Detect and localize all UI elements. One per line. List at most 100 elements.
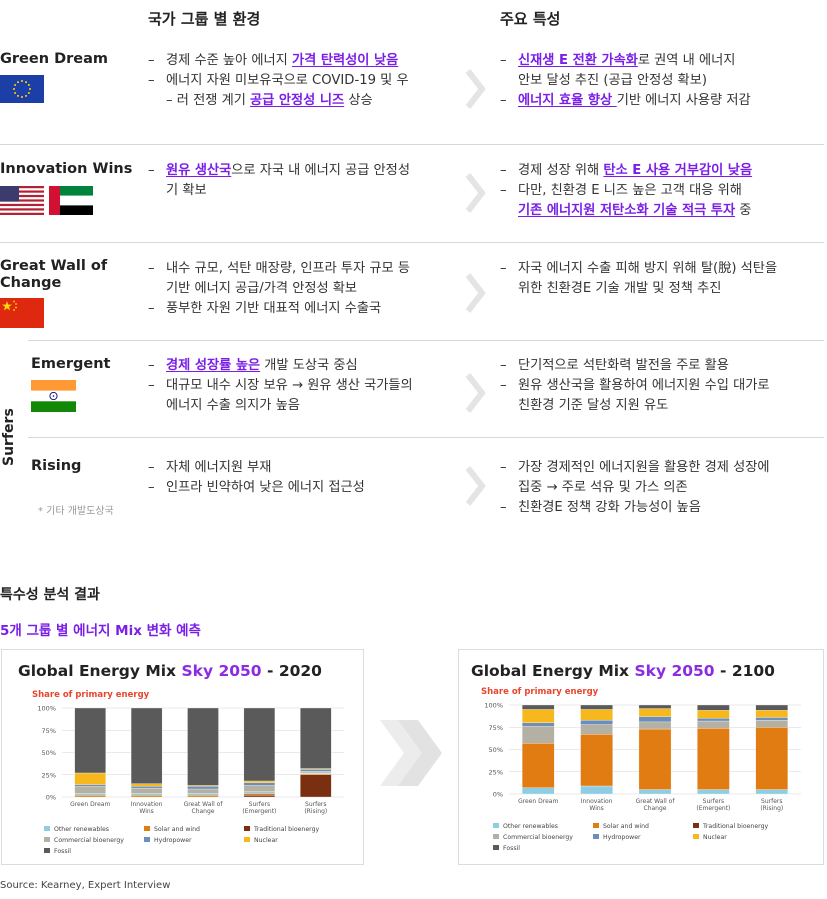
bar-segment-commercial-bioenergy	[638, 721, 672, 730]
bar-segment-nuclear	[755, 710, 789, 718]
legend-label: Hydropower	[154, 837, 192, 844]
text: 자체 에너지원 부재	[166, 460, 272, 475]
env-line: 원유 생산국으로 자국 내 에너지 공급 안정성	[148, 161, 410, 180]
y-tick-label: 25%	[42, 771, 56, 779]
y-tick-label: 0%	[46, 794, 56, 802]
group-name-green-dream: Green Dream	[0, 51, 109, 67]
text: 개발 도상국 중심	[260, 358, 358, 373]
x-tick-label: Surfers	[249, 801, 270, 808]
group-name-rising: Rising	[31, 458, 82, 474]
bar-segment-other-renewables	[130, 793, 163, 796]
legend-swatch	[693, 834, 699, 839]
env-line: 풍부한 자원 기반 대표적 에너지 수출국	[148, 299, 381, 318]
traits-line: 가장 경제적인 에너지원을 활용한 경제 성장에	[500, 458, 769, 477]
legend-swatch	[693, 823, 699, 828]
legend-label: Solar and wind	[603, 823, 649, 830]
traits-line: 원유 생산국을 활용하여 에너지원 수입 대가로	[500, 376, 769, 395]
bar-segment-commercial-bioenergy	[755, 719, 789, 728]
bar-segment-nuclear	[74, 772, 106, 785]
text: 안보 달성 추진 (공급 안정성 확보)	[518, 73, 707, 88]
rising-note: * 기타 개발도상국	[38, 506, 114, 517]
x-tick-label: Change	[192, 808, 215, 815]
legend-label: Fossil	[503, 845, 520, 852]
traits-line: 기존 에너지원 저탄소화 기술 적극 투자 중	[518, 201, 751, 220]
text: 에너지 수출 의지가 높음	[166, 398, 300, 413]
highlight-text: 공급 안정성 니즈	[250, 93, 345, 108]
text: 가장 경제적인 에너지원을 활용한 경제 성장에	[518, 460, 770, 475]
highlight-text: 가격 탄력성이 낮음	[291, 53, 399, 68]
traits-line: 자국 에너지 수출 피해 방지 위해 탈(脫) 석탄을	[500, 259, 777, 278]
surfers-label: Surfers	[1, 408, 17, 466]
bar-segment-commercial-bioenergy	[580, 724, 613, 735]
chevron-right-icon	[465, 273, 486, 313]
bar-segment-nuclear	[638, 708, 672, 717]
traits-line: 친환경 기준 달성 지원 유도	[518, 396, 668, 415]
legend-swatch	[593, 834, 599, 839]
highlight-text: 경제 성장률 높은	[166, 358, 261, 373]
chevron-right-icon	[465, 69, 486, 109]
x-tick-label: Green Dream	[70, 801, 110, 808]
bar-segment-fossil	[130, 707, 163, 784]
section-subtitle: 5개 그룹 별 에너지 Mix 변화 예측	[0, 623, 201, 639]
chevron-right-icon	[465, 173, 486, 213]
row-separator	[0, 242, 824, 243]
bar-segment-hydropower	[755, 717, 789, 721]
bar-segment-fossil	[243, 707, 276, 782]
bar-segment-other-renewables	[74, 793, 106, 796]
bar-segment-solar-and-wind	[697, 727, 730, 790]
text: 상승	[344, 93, 373, 108]
bar-segment-commercial-bioenergy	[300, 771, 332, 774]
legend-swatch	[244, 826, 250, 831]
traits-line: 집중 → 주로 석유 및 가스 의존	[518, 478, 688, 497]
china-flag-icon	[0, 298, 44, 328]
bar-segment-hydropower	[187, 786, 219, 790]
legend-swatch	[144, 837, 150, 842]
highlight-text: 원유 생산국	[166, 163, 232, 178]
bar-segment-other-renewables	[243, 791, 276, 794]
bar-segment-commercial-bioenergy	[74, 786, 106, 794]
legend-swatch	[44, 826, 50, 831]
double-chevron-icon	[380, 720, 442, 786]
legend-label: Commercial bioenergy	[54, 837, 124, 844]
legend-label: Traditional bioenergy	[702, 823, 769, 830]
x-tick-label: (Rising)	[760, 805, 783, 812]
legend-swatch	[493, 834, 499, 839]
env-line: 경제 성장률 높은 개발 도상국 중심	[148, 356, 358, 375]
traits-line: 위한 친환경E 기술 개발 및 정책 추진	[518, 279, 721, 298]
source-note: Source: Kearney, Expert Interview	[0, 880, 171, 891]
env-line: 기반 에너지 공급/가격 안정성 확보	[166, 279, 357, 298]
legend-swatch	[44, 837, 50, 842]
bar-segment-nuclear	[130, 783, 163, 787]
bar-segment-commercial-bioenergy	[130, 787, 163, 794]
x-tick-label: (Rising)	[304, 808, 327, 815]
traits-line: 다만, 친환경 E 니즈 높은 고객 대응 위해	[500, 181, 742, 200]
group-name-great-wall-line1: Great Wall of	[0, 258, 108, 274]
bar-segment-solar-and-wind	[580, 734, 613, 787]
bar-segment-solar-and-wind	[74, 795, 106, 798]
chart-subtitle: Share of primary energy	[32, 690, 150, 700]
bar-segment-hydropower	[697, 718, 730, 722]
bar-segment-hydropower	[130, 786, 163, 789]
x-tick-label: (Emergent)	[696, 805, 730, 812]
text: 경제 성장 위해	[518, 163, 604, 178]
text: 풍부한 자원 기반 대표적 에너지 수출국	[166, 301, 382, 316]
env-line: 경제 수준 높아 에너지 가격 탄력성이 낮음	[148, 51, 398, 70]
x-tick-label: (Emergent)	[242, 808, 276, 815]
bar-segment-fossil	[638, 704, 672, 709]
section-title: 특수성 분석 결과	[0, 587, 100, 603]
y-tick-label: 25%	[489, 768, 503, 776]
chevron-right-icon	[465, 373, 486, 413]
text: 자국 에너지 수출 피해 방지 위해 탈(脫) 석탄을	[518, 261, 778, 276]
text: 위한 친환경E 기술 개발 및 정책 추진	[518, 281, 722, 296]
bar-segment-other-renewables	[638, 789, 672, 795]
traits-line: 경제 성장 위해 탄소 E 사용 거부감이 낮음	[500, 161, 752, 180]
legend-label: Nuclear	[254, 837, 278, 844]
legend-label: Other renewables	[54, 826, 109, 833]
env-line: 자체 에너지원 부재	[148, 458, 271, 477]
legend-label: Other renewables	[503, 823, 558, 830]
bar-segment-solar-and-wind	[187, 795, 219, 798]
legend-swatch	[244, 837, 250, 842]
bar-segment-fossil	[697, 704, 730, 711]
traits-line: 단기적으로 석탄화력 발전을 주로 활용	[500, 356, 729, 375]
traits-line: 안보 달성 추진 (공급 안정성 확보)	[518, 71, 707, 90]
